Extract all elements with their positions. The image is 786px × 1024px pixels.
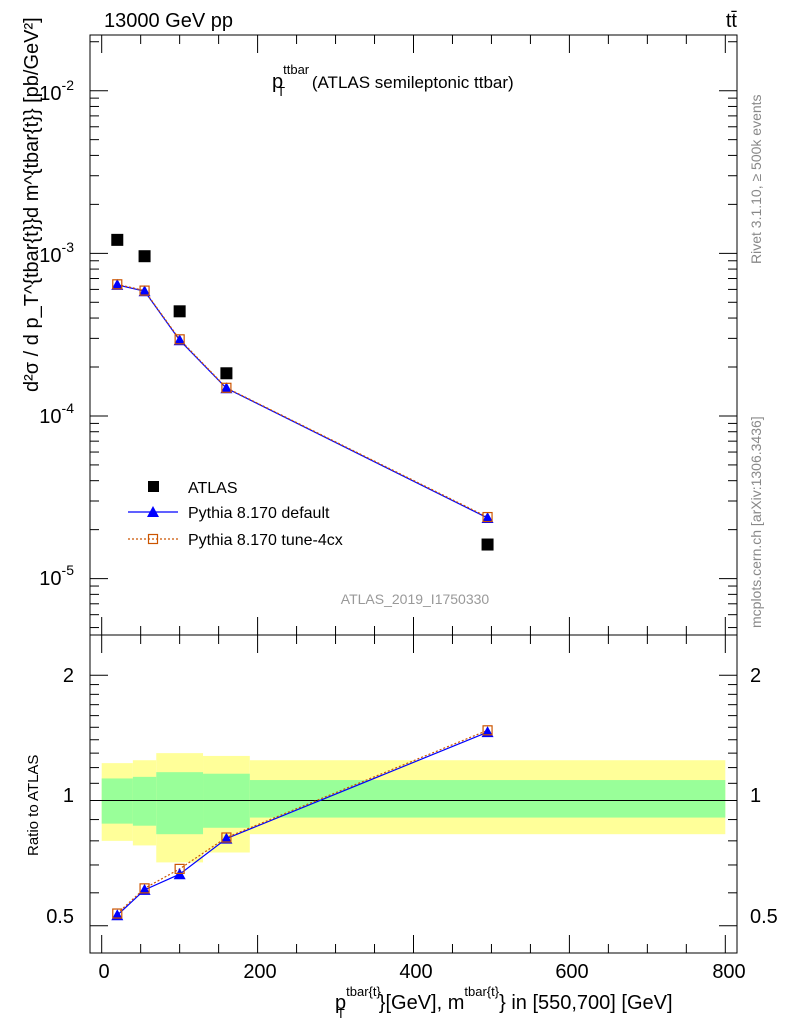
x-axis-title: ptbar{t} T}[GeV], mtbar{t}} in [550,700] …	[335, 984, 673, 1021]
ratio-ytick-label-05-left: 0.5	[46, 906, 74, 928]
main-point-s0-1	[138, 250, 151, 263]
svg-text:10-4: 10-4	[39, 400, 74, 428]
main-point-s1-1	[138, 285, 151, 297]
legend-default-marker	[147, 506, 159, 517]
band-inner-bin-2	[156, 772, 204, 835]
process-label: tt̄	[726, 10, 738, 32]
ratio-point-s0-3	[220, 832, 233, 844]
main-point-s1-2	[173, 334, 186, 346]
ratio-uncertainty-band	[90, 753, 737, 863]
svg-text:10-2: 10-2	[39, 77, 74, 105]
main-series-layer	[111, 233, 494, 551]
svg-text:10-5: 10-5	[39, 562, 74, 590]
main-series-line-2	[117, 283, 488, 518]
main-ytick-label-1e-3: 10-3	[39, 239, 74, 267]
main-point-s1-3	[220, 382, 233, 394]
svg-text:10-3: 10-3	[39, 239, 74, 267]
xtick-label-400: 400	[399, 961, 432, 983]
main-point-s0-0	[111, 233, 124, 246]
ratio-ylabel: Ratio to ATLAS	[25, 755, 42, 856]
ratio-ytick-label-2-left: 2	[63, 665, 74, 687]
energy-label: 13000 GeV pp	[104, 10, 233, 32]
analysis-watermark: ATLAS_2019_I1750330	[341, 591, 490, 607]
main-point-s2-2	[174, 334, 185, 345]
ratio-series-layer	[111, 725, 494, 921]
ratio-point-s1-4	[482, 725, 493, 736]
ratio-axis-ticks	[90, 635, 737, 953]
main-point-s1-4	[481, 511, 494, 523]
ratio-point-s0-1	[138, 883, 151, 895]
xtick-label-600: 600	[555, 961, 588, 983]
ratio-point-s1-2	[174, 863, 185, 874]
plot-title: pttbar T (ATLAS semileptonic ttbar)	[272, 62, 514, 99]
mcplots-label: mcplots.cern.ch [arXiv:1306.3436]	[748, 416, 764, 628]
main-point-s2-1	[139, 285, 150, 296]
ratio-point-s1-0	[112, 908, 123, 919]
ratio-ytick-label-2-right: 2	[750, 665, 761, 687]
main-ylabel: d²σ / d p_T^{tbar{t}}d m^{tbar{t}} [pb/G…	[21, 17, 43, 392]
main-point-s2-0	[112, 279, 123, 290]
ratio-ytick-label-1-right: 1	[750, 785, 761, 807]
xtick-label-800: 800	[712, 961, 745, 983]
band-inner-bin-1	[132, 776, 157, 826]
legend-atlas-label: ATLAS	[188, 480, 238, 497]
rivet-label: Rivet 3.1.10, ≥ 500k events	[748, 94, 764, 264]
legend-tune-marker	[147, 533, 159, 545]
main-point-s1-0	[111, 278, 124, 290]
main-series-line-1	[117, 284, 488, 519]
main-ytick-label-1e-5: 10-5	[39, 562, 74, 590]
main-ytick-label-1e-4: 10-4	[39, 400, 74, 428]
ratio-point-s1-3	[221, 832, 232, 843]
ratio-ytick-label-05-right: 0.5	[750, 906, 778, 928]
legend-tune-label: Pythia 8.170 tune-4cx	[188, 532, 343, 549]
main-point-s0-4	[481, 538, 494, 551]
main-ytick-label-1e-2: 10-2	[39, 77, 74, 105]
ratio-ytick-label-1-left: 1	[63, 785, 74, 807]
main-point-s2-4	[482, 511, 493, 523]
xtick-label-0: 0	[98, 961, 109, 983]
ratio-point-s1-1	[139, 883, 150, 894]
main-point-s0-3	[220, 367, 233, 380]
main-point-s2-3	[221, 382, 232, 393]
legend-default-label: Pythia 8.170 default	[188, 505, 330, 522]
main-point-s0-2	[173, 305, 186, 318]
legend: ATLAS Pythia 8.170 default Pythia 8.170 …	[128, 480, 343, 549]
main-axis-ticks	[90, 35, 737, 635]
xtick-label-200: 200	[243, 961, 276, 983]
band-inner-bin-0	[101, 778, 133, 824]
band-inner-bin-4	[249, 780, 726, 818]
legend-atlas-marker	[148, 481, 159, 492]
